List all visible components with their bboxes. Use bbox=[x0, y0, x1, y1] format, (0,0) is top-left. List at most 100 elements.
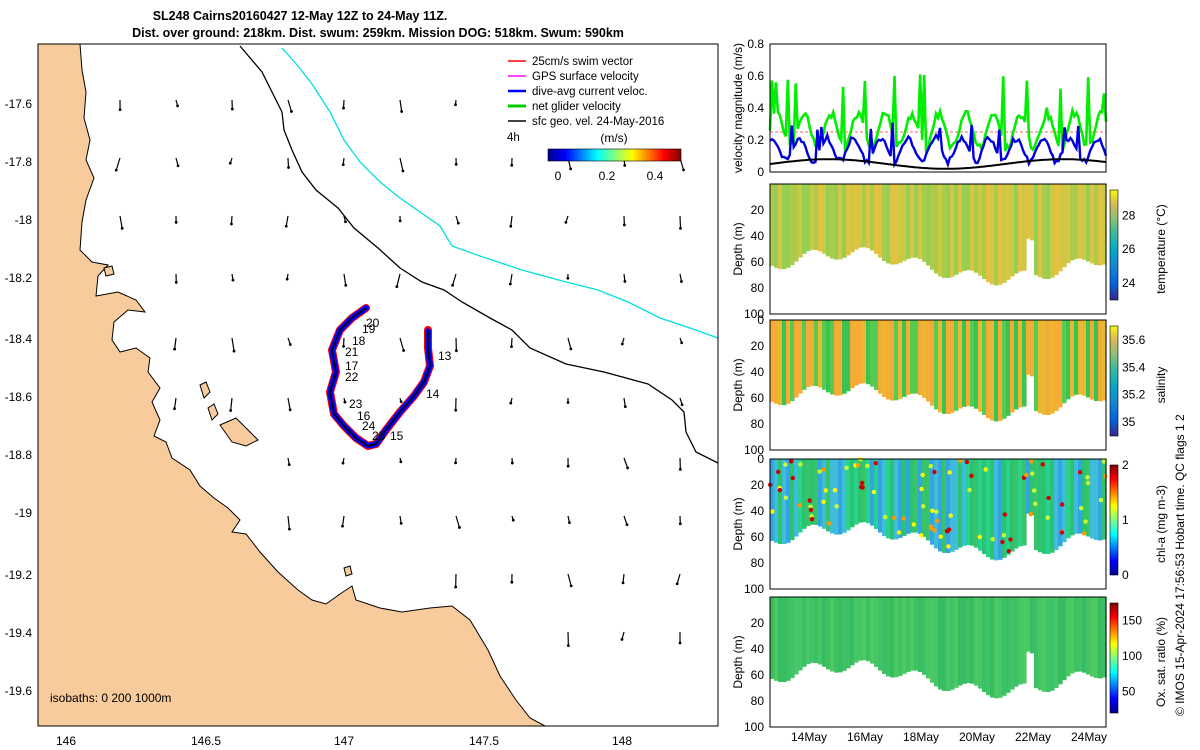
chl-sample-dot bbox=[947, 470, 952, 475]
velocity-axes-frame bbox=[769, 43, 1107, 173]
velocity-arrow-head bbox=[678, 522, 682, 526]
section-column bbox=[854, 597, 859, 663]
section-column bbox=[826, 459, 831, 532]
section-column bbox=[954, 320, 959, 411]
depth-ylabel: Depth (m) bbox=[731, 358, 745, 411]
section-column bbox=[1058, 597, 1063, 685]
speed-colorbar bbox=[547, 148, 682, 162]
section-column bbox=[1102, 320, 1107, 401]
section-column bbox=[878, 597, 883, 671]
section-column bbox=[918, 459, 923, 534]
velocity-arrow-head bbox=[342, 344, 345, 348]
section-column bbox=[1002, 184, 1007, 283]
colorbar-tick: 35.2 bbox=[1122, 388, 1146, 402]
section-column bbox=[830, 184, 835, 259]
velocity-arrow-head bbox=[230, 107, 234, 111]
velocity-arrow-head bbox=[569, 584, 573, 588]
section-column bbox=[982, 459, 987, 554]
map-axes-frame bbox=[37, 43, 719, 727]
chl-sample-dot bbox=[964, 459, 970, 465]
section-column bbox=[1054, 597, 1059, 688]
section-column bbox=[790, 459, 795, 541]
section-column bbox=[974, 320, 979, 409]
colorbar-tick: 35 bbox=[1122, 415, 1136, 429]
section-column bbox=[870, 597, 875, 664]
isobath-200m bbox=[239, 45, 718, 464]
section-column bbox=[1070, 320, 1075, 397]
section-column bbox=[1034, 597, 1039, 689]
section-column bbox=[982, 320, 987, 415]
section-column bbox=[866, 320, 871, 385]
section-column bbox=[1050, 459, 1055, 553]
section-column bbox=[806, 320, 811, 388]
section-column bbox=[994, 320, 999, 422]
section-column bbox=[894, 459, 899, 540]
velocity-arrow bbox=[287, 515, 291, 530]
section-column bbox=[1046, 184, 1051, 279]
section-column bbox=[970, 459, 975, 546]
chl-sample-dot bbox=[1024, 472, 1029, 478]
section-column bbox=[898, 459, 903, 538]
velocity-arrow-head bbox=[400, 110, 404, 113]
velocity-arrow bbox=[510, 215, 513, 227]
section-column bbox=[962, 320, 967, 407]
velocity-panel: 0 0.2 0.4 0.6 0.8 velocity magnitude (m/… bbox=[731, 37, 1108, 179]
section-column bbox=[906, 597, 911, 672]
chl-sample-dot bbox=[1082, 531, 1087, 536]
map-legend: 25cm/s swim vector GPS surface velocity … bbox=[502, 52, 696, 146]
chl-sample-dot bbox=[1032, 488, 1037, 493]
section-column bbox=[990, 597, 995, 698]
day-label-21: 21 bbox=[345, 345, 359, 359]
section-column bbox=[930, 184, 935, 270]
depth-tick: 60 bbox=[751, 255, 765, 269]
section-column bbox=[942, 459, 947, 553]
lon-tick: 146 bbox=[56, 734, 76, 748]
velocity-arrow-head bbox=[228, 161, 232, 165]
section-column bbox=[1086, 459, 1091, 537]
velocity-arrow-head bbox=[566, 401, 570, 404]
section-column bbox=[850, 320, 855, 389]
section-column bbox=[790, 320, 795, 402]
section-column bbox=[794, 459, 799, 537]
section-column bbox=[806, 459, 811, 527]
colorbar-tick: 24 bbox=[1122, 276, 1136, 290]
section-column bbox=[886, 597, 891, 677]
section-column bbox=[1094, 459, 1099, 540]
section-column bbox=[874, 320, 879, 390]
chl-sample-dot bbox=[865, 463, 870, 469]
section-column bbox=[1090, 184, 1095, 264]
section-column bbox=[802, 597, 807, 667]
section-column bbox=[854, 459, 859, 525]
depth-tick: 0 bbox=[757, 313, 764, 327]
lat-tick: -18.6 bbox=[5, 390, 33, 404]
depth-tick: 80 bbox=[751, 556, 765, 570]
section-column bbox=[1078, 597, 1083, 672]
section-column bbox=[846, 320, 851, 392]
chl-sample-dot bbox=[1040, 462, 1045, 467]
chl-sample-dot bbox=[789, 459, 794, 464]
section-column bbox=[914, 320, 919, 394]
velocity-arrow-head bbox=[398, 219, 402, 223]
section-column bbox=[986, 184, 991, 283]
section-column bbox=[926, 597, 931, 679]
section-column bbox=[914, 184, 919, 258]
section-column bbox=[910, 459, 915, 533]
velocity-arrow-head bbox=[680, 280, 683, 283]
velocity-arrow-head bbox=[682, 168, 685, 172]
section-column bbox=[790, 597, 795, 679]
section-column bbox=[970, 597, 975, 684]
legend-dive-avg: dive-avg current veloc. bbox=[532, 86, 648, 98]
chl-sample-dot bbox=[969, 473, 974, 478]
chl-sample-dot bbox=[977, 534, 982, 540]
section-column bbox=[1066, 597, 1071, 677]
depth-tick: 0 bbox=[757, 452, 764, 466]
depth-tick: 40 bbox=[751, 642, 765, 656]
lon-tick: 146.5 bbox=[191, 734, 221, 748]
velocity-arrow bbox=[287, 99, 293, 112]
section-column bbox=[822, 597, 827, 667]
section-column bbox=[1038, 320, 1043, 414]
colorbar-tick: 0 bbox=[1122, 568, 1129, 582]
velocity-arrow-head bbox=[626, 466, 629, 470]
section-column bbox=[974, 184, 979, 273]
